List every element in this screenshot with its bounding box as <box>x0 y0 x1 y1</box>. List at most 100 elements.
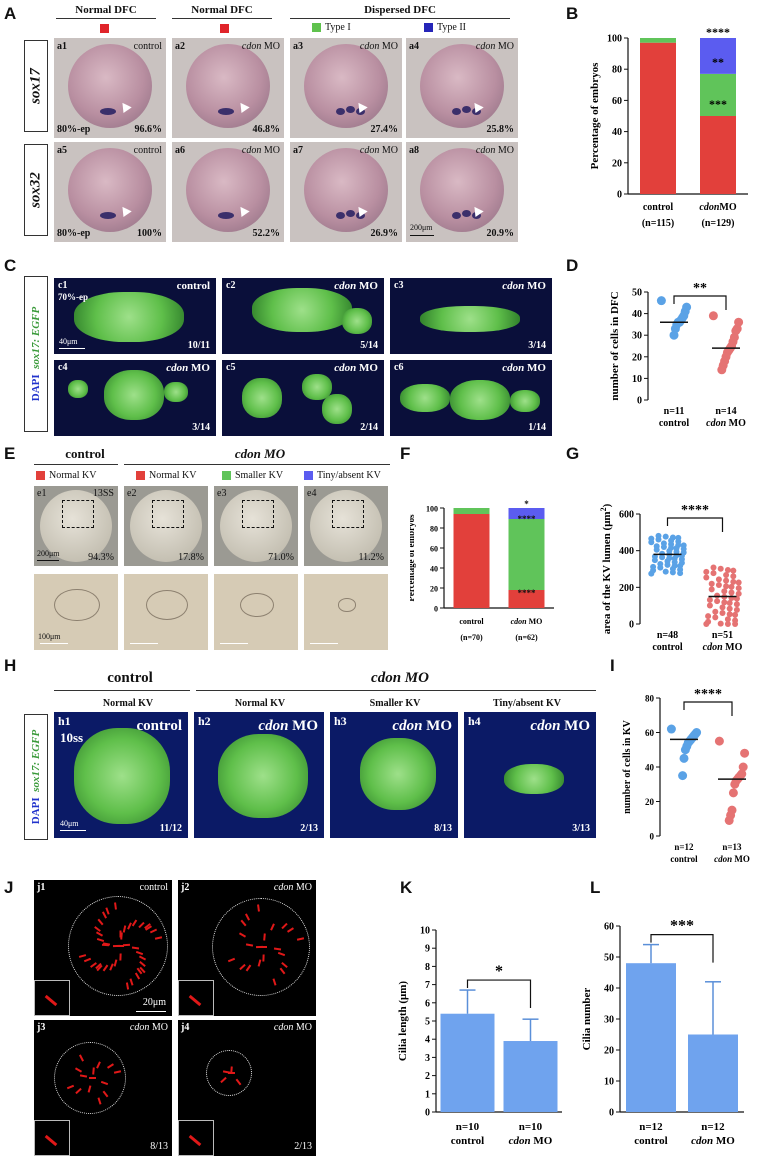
embryo-image-a2: a2 cdon MO 46.8% <box>172 38 284 138</box>
percentage-label: 94.3% <box>88 552 114 563</box>
significance-label: **** <box>518 514 537 524</box>
divider <box>290 18 510 19</box>
category-label: cdon MO <box>714 854 750 864</box>
data-point <box>659 554 666 561</box>
dfc-cluster <box>472 212 481 219</box>
y-tick-label: 9 <box>425 944 430 955</box>
y-tick-label: 40 <box>612 127 622 138</box>
chart-k: 0 1 2 3 4 5 6 7 8 9 10 Cilia length (μm) n=10 control… <box>397 926 562 1147</box>
data-point <box>650 567 657 574</box>
y-tick-label: 30 <box>604 1015 614 1026</box>
embryo <box>304 44 388 128</box>
y-tick-label: 0 <box>650 832 655 842</box>
category-label: cdon MO <box>509 1135 553 1147</box>
image-id: h3 <box>334 714 347 728</box>
embryo <box>310 490 382 562</box>
y-tick-label: 20 <box>612 158 622 169</box>
significance-bracket <box>673 295 727 310</box>
inset-image <box>34 1120 70 1156</box>
bar-segment <box>700 38 736 74</box>
y-tick-label: 400 <box>619 546 634 557</box>
category-label: control <box>643 202 674 213</box>
data-point <box>710 564 717 571</box>
chart-i: 0 20 40 60 80 number of cells in KV n=12 contro… <box>622 687 750 864</box>
egfp-cell-cluster <box>420 306 520 332</box>
y-tick-label: 20 <box>632 352 642 363</box>
legend-normal-kv: Normal KV <box>136 470 197 481</box>
scale-bar <box>130 643 158 644</box>
n-label: n=12 <box>674 842 694 852</box>
y-tick-label: 0 <box>637 396 642 407</box>
n-label: n=10 <box>456 1121 480 1133</box>
kv-lumen <box>338 598 356 612</box>
cilia-image-j2: j2 cdon MO <box>178 880 316 1016</box>
group-control: control <box>65 446 105 461</box>
panel-label-g: G <box>566 444 580 463</box>
zoom-box <box>332 500 364 528</box>
egfp-cell-cluster <box>400 384 450 412</box>
bar-segment <box>700 116 736 194</box>
category-label: cdon MO <box>691 1135 735 1147</box>
y-tick-label: 600 <box>619 510 634 521</box>
percentage-label: 17.8% <box>178 552 204 563</box>
image-id: j4 <box>181 1022 190 1033</box>
ratio-label: 5/14 <box>360 340 378 351</box>
data-point <box>680 745 690 755</box>
scale-bar <box>59 348 85 349</box>
divider <box>172 18 272 19</box>
panel-label-f: F <box>400 444 411 463</box>
condition-label: cdon MO <box>502 362 546 374</box>
chart-g: 0 200 400 600 area of the KV lumen (μm2) n=48… <box>599 503 743 653</box>
dfc-cluster <box>472 108 481 115</box>
cilium <box>117 945 124 947</box>
cilium <box>119 930 122 938</box>
subhead: Tiny/absent KV <box>493 698 561 709</box>
significance-label: **** <box>681 503 709 518</box>
category-label: cdonMO <box>699 202 736 213</box>
cilium <box>118 953 122 961</box>
condition-label: control <box>176 280 210 292</box>
y-tick-label: 40 <box>645 763 655 773</box>
channel-label: DAPI sox17: EGFP <box>24 276 48 432</box>
zoom-box <box>242 500 274 528</box>
condition-label: cdon MO <box>530 718 590 734</box>
significance-label: **** <box>694 687 722 702</box>
egfp-cell-cluster <box>450 380 510 420</box>
ratio-label: 2/14 <box>360 422 378 433</box>
image-id: h2 <box>198 714 211 728</box>
image-id: e3 <box>217 488 227 499</box>
panel-label-c: C <box>4 256 17 275</box>
cilium <box>113 902 117 910</box>
fluorescence-image-c3: c3 cdon MO 3/14 <box>390 278 552 354</box>
normal-dfc-legend-square <box>100 24 109 33</box>
data-point <box>662 533 669 540</box>
percentage-label: 71.0% <box>268 552 294 563</box>
condition-label: control <box>133 41 162 52</box>
data-point <box>735 590 742 597</box>
condition-label: control <box>139 882 168 893</box>
panel-label-h: H <box>4 656 17 675</box>
embryo-image-a5: a5 control 100% 80%-ep <box>54 142 166 242</box>
embryo <box>186 148 270 232</box>
data-point <box>648 539 655 546</box>
y-tick-label: 20 <box>645 797 655 807</box>
data-point <box>738 762 748 772</box>
data-point <box>735 579 742 586</box>
image-id: e4 <box>307 488 317 499</box>
legend-type-i: Type I <box>312 22 351 33</box>
embryo-image-a7: a7 cdon MO 26.9% <box>290 142 402 242</box>
zoom-box <box>152 500 184 528</box>
n-label: (n=129) <box>702 218 735 229</box>
significance-bracket <box>666 517 724 532</box>
chart-b: 0 20 40 60 80 100 Percentage of embryos control… <box>589 25 748 229</box>
divider <box>54 690 190 691</box>
data-point <box>705 613 712 620</box>
data-point <box>679 753 689 763</box>
kv-image-e3: e3 71.0% <box>214 486 298 566</box>
data-point <box>728 788 738 798</box>
header-normal-dfc-2: Normal DFC <box>191 4 253 16</box>
data-point <box>728 589 735 596</box>
scale-label: 100μm <box>38 632 61 641</box>
embryo <box>186 44 270 128</box>
subhead: Smaller KV <box>369 698 421 709</box>
